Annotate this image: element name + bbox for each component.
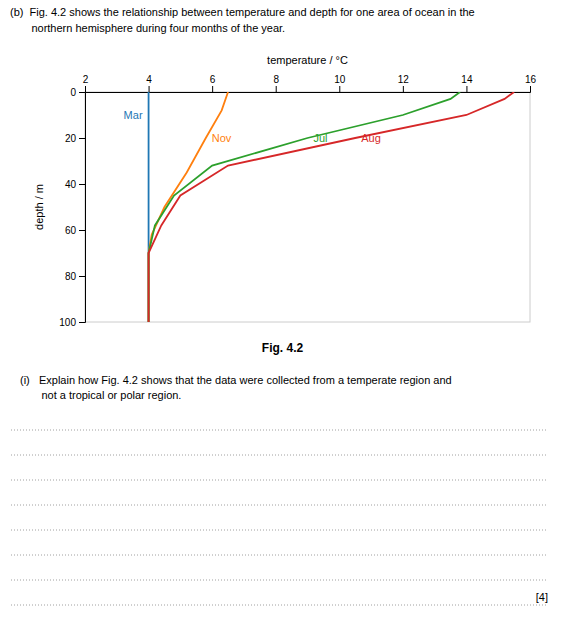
x-tick: 4 [146, 74, 152, 92]
y-tick-mark [79, 276, 85, 277]
y-tick-label: 80 [65, 271, 77, 282]
y-tick-label: 60 [65, 225, 77, 236]
x-tick-label: 12 [398, 74, 410, 85]
series-line [149, 92, 515, 322]
x-axis-line [86, 86, 531, 93]
x-axis: 2 4 6 8 10 12 14 16 [83, 74, 537, 93]
y-tick: 80 [65, 271, 85, 282]
x-tick-label: 16 [525, 74, 537, 85]
answer-line [11, 580, 548, 581]
series-label: Jul [314, 132, 328, 144]
y-tick-label: 100 [59, 317, 76, 328]
x-tick-mark [339, 86, 340, 92]
x-tick-label: 14 [461, 74, 473, 85]
y-tick-label: 20 [65, 133, 77, 144]
series-labels: Mar Nov Jul Aug [124, 109, 381, 144]
x-tick-label: 10 [334, 74, 346, 85]
series-label: Mar [124, 109, 143, 121]
y-tick-label: 40 [65, 179, 77, 190]
x-tick: 14 [461, 74, 473, 92]
y-tick-mark [79, 92, 85, 93]
y-tick: 40 [65, 179, 85, 190]
subtitle: northern hemisphere during four months o… [10, 22, 285, 34]
x-tick-mark [85, 86, 86, 92]
y-tick-mark [79, 322, 85, 323]
answer-line [11, 505, 548, 506]
caption: Fig. 4.2 [262, 341, 304, 355]
y-axis: 0 20 40 60 80 100 [59, 87, 85, 328]
title: (b) Fig. 4.2 shows the relationship betw… [10, 6, 475, 18]
x-tick-mark [403, 86, 404, 92]
answer-line [11, 455, 548, 456]
y-axis-title: depth / m [33, 184, 45, 230]
answer-line [11, 605, 548, 606]
y-tick: 20 [65, 133, 85, 144]
x-tick-mark [212, 86, 213, 92]
series-label: Aug [361, 132, 381, 144]
x-tick: 12 [398, 74, 410, 92]
x-axis-title: temperature / °C [267, 54, 348, 66]
x-tick-mark [276, 86, 277, 92]
x-tick-mark [530, 86, 531, 92]
y-tick-mark [79, 138, 85, 139]
plot-area [149, 92, 515, 322]
y-tick: 100 [59, 317, 85, 328]
y-tick-mark [79, 184, 85, 185]
answer-line [11, 555, 548, 556]
series-label: Nov [212, 132, 232, 144]
x-tick-label: 4 [146, 74, 152, 85]
y-tick-mark [79, 230, 85, 231]
question: (i) Explain how Fig. 4.2 shows that the … [20, 374, 452, 386]
question: not a tropical or polar region. [20, 389, 181, 401]
x-tick: 2 [83, 74, 89, 92]
plot-frame [85, 92, 530, 322]
x-tick-label: 8 [273, 74, 279, 85]
series-line [149, 92, 228, 322]
answer-line [11, 530, 548, 531]
x-tick-label: 2 [83, 74, 89, 85]
y-tick-label: 0 [70, 87, 76, 98]
x-tick-label: 6 [210, 74, 216, 85]
x-tick: 6 [210, 74, 216, 92]
x-tick-mark [149, 86, 150, 92]
chart: (b) Fig. 4.2 shows the relationship betw… [0, 0, 565, 643]
x-tick-mark [466, 86, 467, 92]
y-tick: 60 [65, 225, 85, 236]
answer-line [11, 430, 548, 431]
y-tick: 0 [70, 87, 85, 98]
x-tick: 16 [525, 74, 537, 92]
x-tick: 10 [334, 74, 346, 92]
x-tick: 8 [273, 74, 279, 92]
y-axis-line [79, 93, 86, 323]
answer-line [11, 480, 548, 481]
mark-allocation: [4] [536, 591, 548, 603]
